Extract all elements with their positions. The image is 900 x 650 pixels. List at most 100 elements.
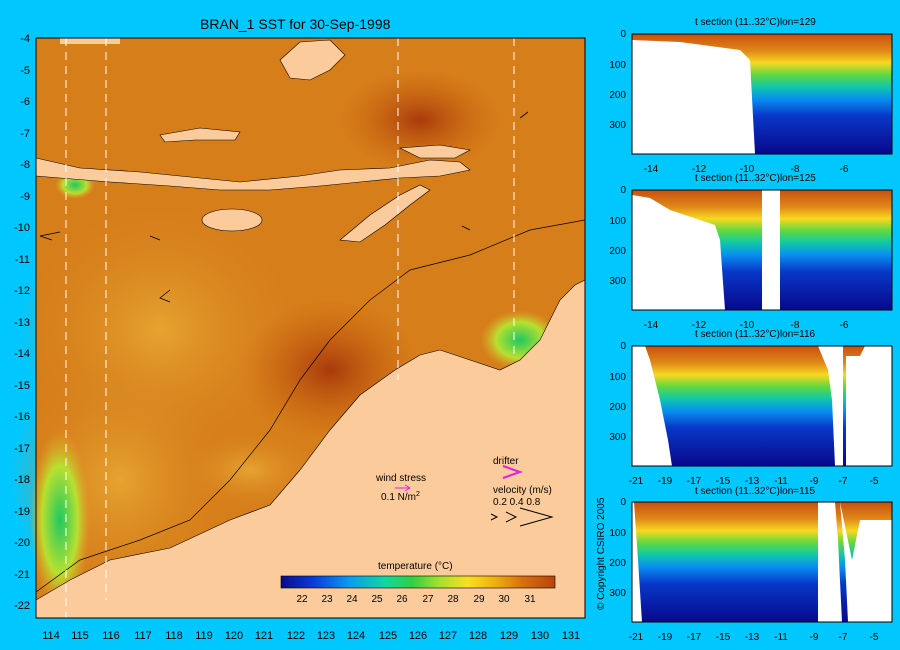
- sst-anomaly: [30, 430, 90, 610]
- colorbar-tick: 31: [524, 594, 536, 605]
- section-land-mask: [632, 40, 755, 154]
- section-land-mask: [762, 190, 780, 310]
- x-tick: -8: [791, 164, 800, 175]
- section-panels: t section (11..32°C)lon=129 0 100 200 30…: [609, 17, 893, 643]
- y-tick: 100: [609, 528, 626, 539]
- x-tick: -12: [692, 320, 707, 331]
- y-tick: 100: [609, 60, 626, 71]
- wind-arrow: [39, 231, 61, 241]
- section-land-mask: [846, 346, 892, 466]
- x-tick: 128: [469, 630, 487, 642]
- section-y-ticks: 0 100 200 300: [609, 29, 626, 131]
- x-tick: -6: [840, 320, 849, 331]
- x-tick: -21: [629, 476, 644, 487]
- section-lines: [65, 38, 515, 618]
- x-tick: -14: [644, 164, 659, 175]
- shelf-contour: [35, 219, 586, 593]
- x-tick: 121: [255, 630, 273, 642]
- section-y-ticks: 0 100 200 300: [609, 185, 626, 287]
- x-tick: 120: [225, 630, 243, 642]
- java-land: [35, 157, 471, 191]
- y-tick: -4: [20, 33, 30, 45]
- colorbar-tick: 30: [498, 594, 510, 605]
- sulawesi-land: [279, 39, 346, 81]
- wind-arrow: [519, 111, 529, 119]
- y-tick: -13: [14, 317, 30, 329]
- section-frame: [631, 345, 893, 467]
- colorbar-tick: 22: [296, 594, 308, 605]
- x-tick: -12: [692, 164, 707, 175]
- y-tick: -10: [14, 222, 30, 234]
- island-land: [60, 38, 120, 44]
- y-tick: 300: [609, 588, 626, 599]
- y-tick: 200: [609, 90, 626, 101]
- y-tick: -12: [14, 285, 30, 297]
- x-tick: -5: [870, 632, 879, 643]
- colorbar-title: temperature (°C): [378, 561, 453, 572]
- section-x-ticks: -21 -19 -17 -15 -13 -11 -9 -7 -5: [629, 476, 879, 487]
- y-tick: 300: [609, 276, 626, 287]
- y-tick: -7: [20, 128, 30, 140]
- section-x-ticks: -14 -12 -10 -8 -6: [644, 320, 849, 331]
- x-tick: -11: [774, 632, 788, 643]
- wind-arrow: [159, 289, 171, 303]
- y-tick: -8: [20, 159, 30, 171]
- x-tick: -11: [774, 476, 788, 487]
- x-tick: 118: [165, 630, 183, 642]
- x-tick: -9: [810, 476, 819, 487]
- sst-anomaly: [340, 70, 500, 170]
- y-tick: -14: [14, 348, 30, 360]
- y-tick: -9: [20, 191, 30, 203]
- section-land-mask: [818, 346, 843, 466]
- x-tick: -15: [716, 632, 731, 643]
- drifter-label: drifter: [493, 456, 519, 467]
- y-tick: 200: [609, 402, 626, 413]
- y-tick: 0: [620, 497, 626, 508]
- colorbar-tick: 29: [473, 594, 485, 605]
- velocity-label: velocity (m/s): [493, 485, 552, 496]
- map-y-ticks: -4 -5 -6 -7 -8 -9 -10 -11 -12 -13 -14 -1…: [14, 33, 30, 612]
- x-tick: -10: [740, 320, 755, 331]
- section-title: t section (11..32°C)lon=129: [695, 17, 816, 28]
- y-tick: -17: [14, 443, 30, 455]
- x-tick: -17: [687, 476, 702, 487]
- x-tick: 117: [134, 630, 152, 642]
- colorbar-tick: 28: [447, 594, 459, 605]
- x-tick: 123: [317, 630, 335, 642]
- wind-arrow: [461, 225, 471, 231]
- x-tick: 127: [439, 630, 457, 642]
- x-tick: 131: [562, 630, 580, 642]
- island-land: [398, 144, 471, 159]
- y-tick: -21: [14, 569, 30, 581]
- colorbar-ticks: 22 23 24 25 26 27 28 29 30 31: [296, 594, 536, 605]
- x-tick: -17: [687, 632, 702, 643]
- y-tick: -11: [15, 254, 30, 266]
- section-x-ticks: -14 -12 -10 -8 -6: [644, 164, 849, 175]
- section-panel-116: t section (11..32°C)lon=116 0 100 200 30…: [609, 329, 893, 487]
- y-tick: -6: [20, 96, 30, 108]
- colorbar: [280, 575, 556, 589]
- section-frame: [631, 501, 893, 623]
- x-tick: 119: [195, 630, 213, 642]
- map-frame: [35, 37, 586, 619]
- x-tick: -7: [839, 632, 848, 643]
- x-tick: 130: [531, 630, 549, 642]
- section-land-mask: [632, 346, 672, 466]
- y-tick: 300: [609, 432, 626, 443]
- y-tick: 200: [609, 558, 626, 569]
- map-x-ticks: 114 115 116 117 118 119 120 121 122 123 …: [42, 630, 580, 642]
- x-tick: 125: [379, 630, 397, 642]
- colorbar-tick: 26: [396, 594, 408, 605]
- x-tick: 122: [287, 630, 305, 642]
- velocity-values: 0.2 0.4 0.8: [493, 497, 541, 508]
- x-tick: -8: [791, 320, 800, 331]
- section-land-mask: [818, 502, 842, 622]
- x-tick: -13: [745, 632, 760, 643]
- section-title: t section (11..32°C)lon=115: [695, 486, 816, 497]
- wind-scale-arrowhead: [404, 484, 411, 492]
- australia-land: [35, 279, 586, 619]
- y-tick: 100: [609, 372, 626, 383]
- section-y-ticks: 0 100 200 300: [609, 341, 626, 443]
- x-tick: -6: [840, 164, 849, 175]
